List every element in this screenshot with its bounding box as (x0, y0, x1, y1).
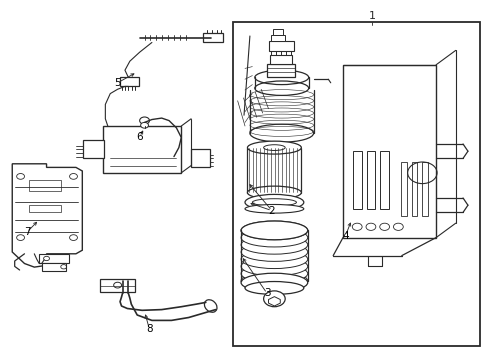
Text: 7: 7 (24, 227, 30, 237)
Bar (191, 149, 210, 167)
Ellipse shape (241, 273, 308, 292)
Bar (270, 55, 292, 64)
Bar (120, 77, 139, 86)
Ellipse shape (247, 186, 301, 199)
Bar (100, 279, 135, 292)
Ellipse shape (241, 250, 308, 269)
Bar (203, 33, 223, 42)
Bar (247, 148, 301, 193)
Ellipse shape (204, 300, 217, 312)
Bar (412, 162, 417, 216)
Ellipse shape (241, 243, 308, 261)
Text: 2: 2 (269, 206, 275, 216)
Ellipse shape (241, 271, 308, 290)
Circle shape (141, 122, 148, 128)
Bar (367, 151, 375, 209)
Ellipse shape (241, 257, 308, 276)
Bar (267, 64, 295, 77)
Ellipse shape (241, 221, 308, 240)
Bar (29, 180, 61, 191)
Text: 3: 3 (264, 288, 270, 298)
Bar (401, 162, 407, 216)
Circle shape (264, 291, 285, 307)
Bar (343, 65, 436, 238)
Bar (273, 29, 283, 35)
Bar (29, 205, 61, 212)
Ellipse shape (241, 235, 308, 254)
Ellipse shape (250, 124, 314, 142)
Bar (103, 126, 181, 173)
Text: 8: 8 (146, 324, 153, 334)
Text: 5: 5 (114, 78, 121, 88)
Text: 1: 1 (369, 11, 376, 21)
Ellipse shape (241, 221, 308, 240)
Bar (380, 151, 389, 209)
Bar (42, 263, 66, 271)
Bar (39, 254, 69, 263)
Ellipse shape (245, 194, 304, 210)
Polygon shape (12, 164, 82, 267)
Bar (353, 151, 362, 209)
Bar (422, 162, 428, 216)
Ellipse shape (241, 264, 308, 283)
Polygon shape (269, 297, 280, 306)
Ellipse shape (247, 141, 301, 154)
Ellipse shape (245, 282, 304, 294)
Text: 6: 6 (136, 132, 143, 142)
Ellipse shape (245, 204, 304, 213)
Bar (271, 35, 285, 41)
Ellipse shape (241, 228, 308, 247)
Bar (269, 41, 294, 51)
Text: 4: 4 (342, 231, 349, 241)
Bar (83, 140, 104, 158)
Circle shape (140, 117, 149, 124)
Bar (233, 22, 480, 346)
